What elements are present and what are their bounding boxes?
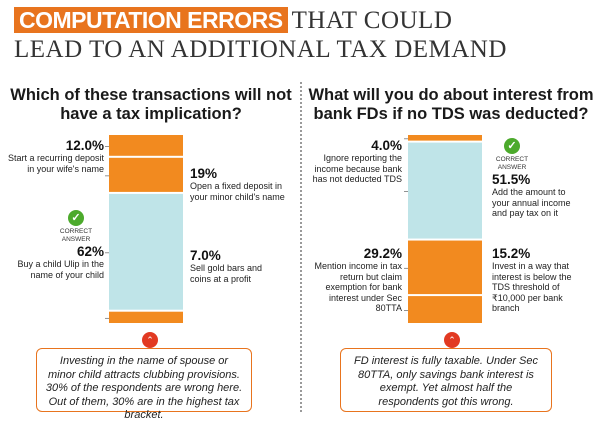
right-bar-segment-0 — [408, 296, 482, 323]
right-stacked-bar — [404, 135, 482, 323]
right-label-threshold: 15.2% Invest in a way that interest is b… — [492, 246, 584, 314]
right-label-80tta: 29.2% Mention income in tax return but c… — [312, 246, 402, 314]
headline: COMPUTATION ERRORS THAT COULD LEAD TO AN … — [14, 6, 594, 64]
left-pct-gold: 7.0% — [190, 248, 221, 263]
right-label-ignore: 4.0% Ignore reporting the income because… — [310, 138, 402, 185]
left-label-fd: 19% Open a fixed deposit in your minor c… — [190, 166, 290, 202]
right-text-80tta: Mention income in tax return but claim e… — [314, 261, 402, 313]
correct-label-1: CORRECT — [495, 156, 529, 163]
left-pct-ulip: 62% — [76, 244, 104, 259]
left-text-ulip: Buy a child Ulip in the name of your chi… — [17, 259, 104, 280]
right-panel: What will you do about interest from ban… — [306, 80, 596, 420]
right-text-add: Add the amount to your annual income and… — [492, 187, 571, 218]
left-bar-segment-3 — [109, 135, 183, 156]
left-bar-segment-0 — [109, 311, 183, 323]
left-note: Investing in the name of spouse or minor… — [36, 348, 252, 421]
right-note-arrow-icon: ⌃ — [444, 332, 460, 348]
headline-highlight: COMPUTATION ERRORS — [14, 7, 288, 33]
left-pct-fd: 19% — [190, 166, 218, 181]
right-bar-segment-3 — [408, 135, 482, 141]
left-label-gold: 7.0% Sell gold bars and coins at a profi… — [190, 248, 280, 284]
left-question: Which of these transactions will not hav… — [10, 86, 292, 123]
left-text-gold: Sell gold bars and coins at a profit — [190, 263, 263, 284]
right-pct-threshold: 15.2% — [492, 246, 531, 261]
right-note: FD interest is fully taxable. Under Sec … — [340, 348, 552, 412]
left-text-recurring: Start a recurring deposit in your wife's… — [7, 153, 104, 174]
left-panel: Which of these transactions will not hav… — [6, 80, 296, 421]
right-text-threshold: Invest in a way that interest is below t… — [492, 261, 572, 313]
correct-label-1: CORRECT — [59, 228, 93, 235]
check-icon: ✓ — [68, 210, 84, 226]
left-pct-recurring: 12.0% — [65, 138, 104, 153]
left-correct-badge: ✓ CORRECT ANSWER — [46, 210, 106, 243]
correct-label-2: ANSWER — [61, 235, 91, 243]
left-bar-segment-1 — [109, 193, 183, 310]
right-bar-segment-1 — [408, 240, 482, 295]
right-pct-ignore: 4.0% — [371, 138, 402, 153]
right-label-add: 51.5% Add the amount to your annual inco… — [492, 172, 584, 219]
left-stacked-bar — [105, 135, 183, 323]
right-question: What will you do about interest from ban… — [308, 86, 594, 123]
left-note-arrow-icon: ⌃ — [142, 332, 158, 348]
headline-line-2: LEAD TO AN ADDITIONAL TAX DEMAND — [14, 36, 507, 63]
left-bar-segment-2 — [109, 157, 183, 192]
headline-line-1: COMPUTATION ERRORS THAT COULD — [14, 6, 594, 35]
right-pct-add: 51.5% — [492, 172, 531, 187]
right-bar-segment-2 — [408, 142, 482, 239]
left-label-ulip: 62% Buy a child Ulip in the name of your… — [6, 244, 104, 280]
headline-rest: THAT COULD — [291, 7, 453, 34]
panel-divider — [300, 82, 302, 412]
correct-label-2: ANSWER — [497, 163, 527, 171]
right-pct-80tta: 29.2% — [363, 246, 402, 261]
right-text-ignore: Ignore reporting the income because bank… — [312, 153, 402, 184]
left-text-fd: Open a fixed deposit in your minor child… — [190, 181, 285, 202]
left-label-recurring: 12.0% Start a recurring deposit in your … — [6, 138, 104, 174]
check-icon: ✓ — [504, 138, 520, 154]
right-correct-badge: ✓ CORRECT ANSWER — [482, 138, 542, 171]
